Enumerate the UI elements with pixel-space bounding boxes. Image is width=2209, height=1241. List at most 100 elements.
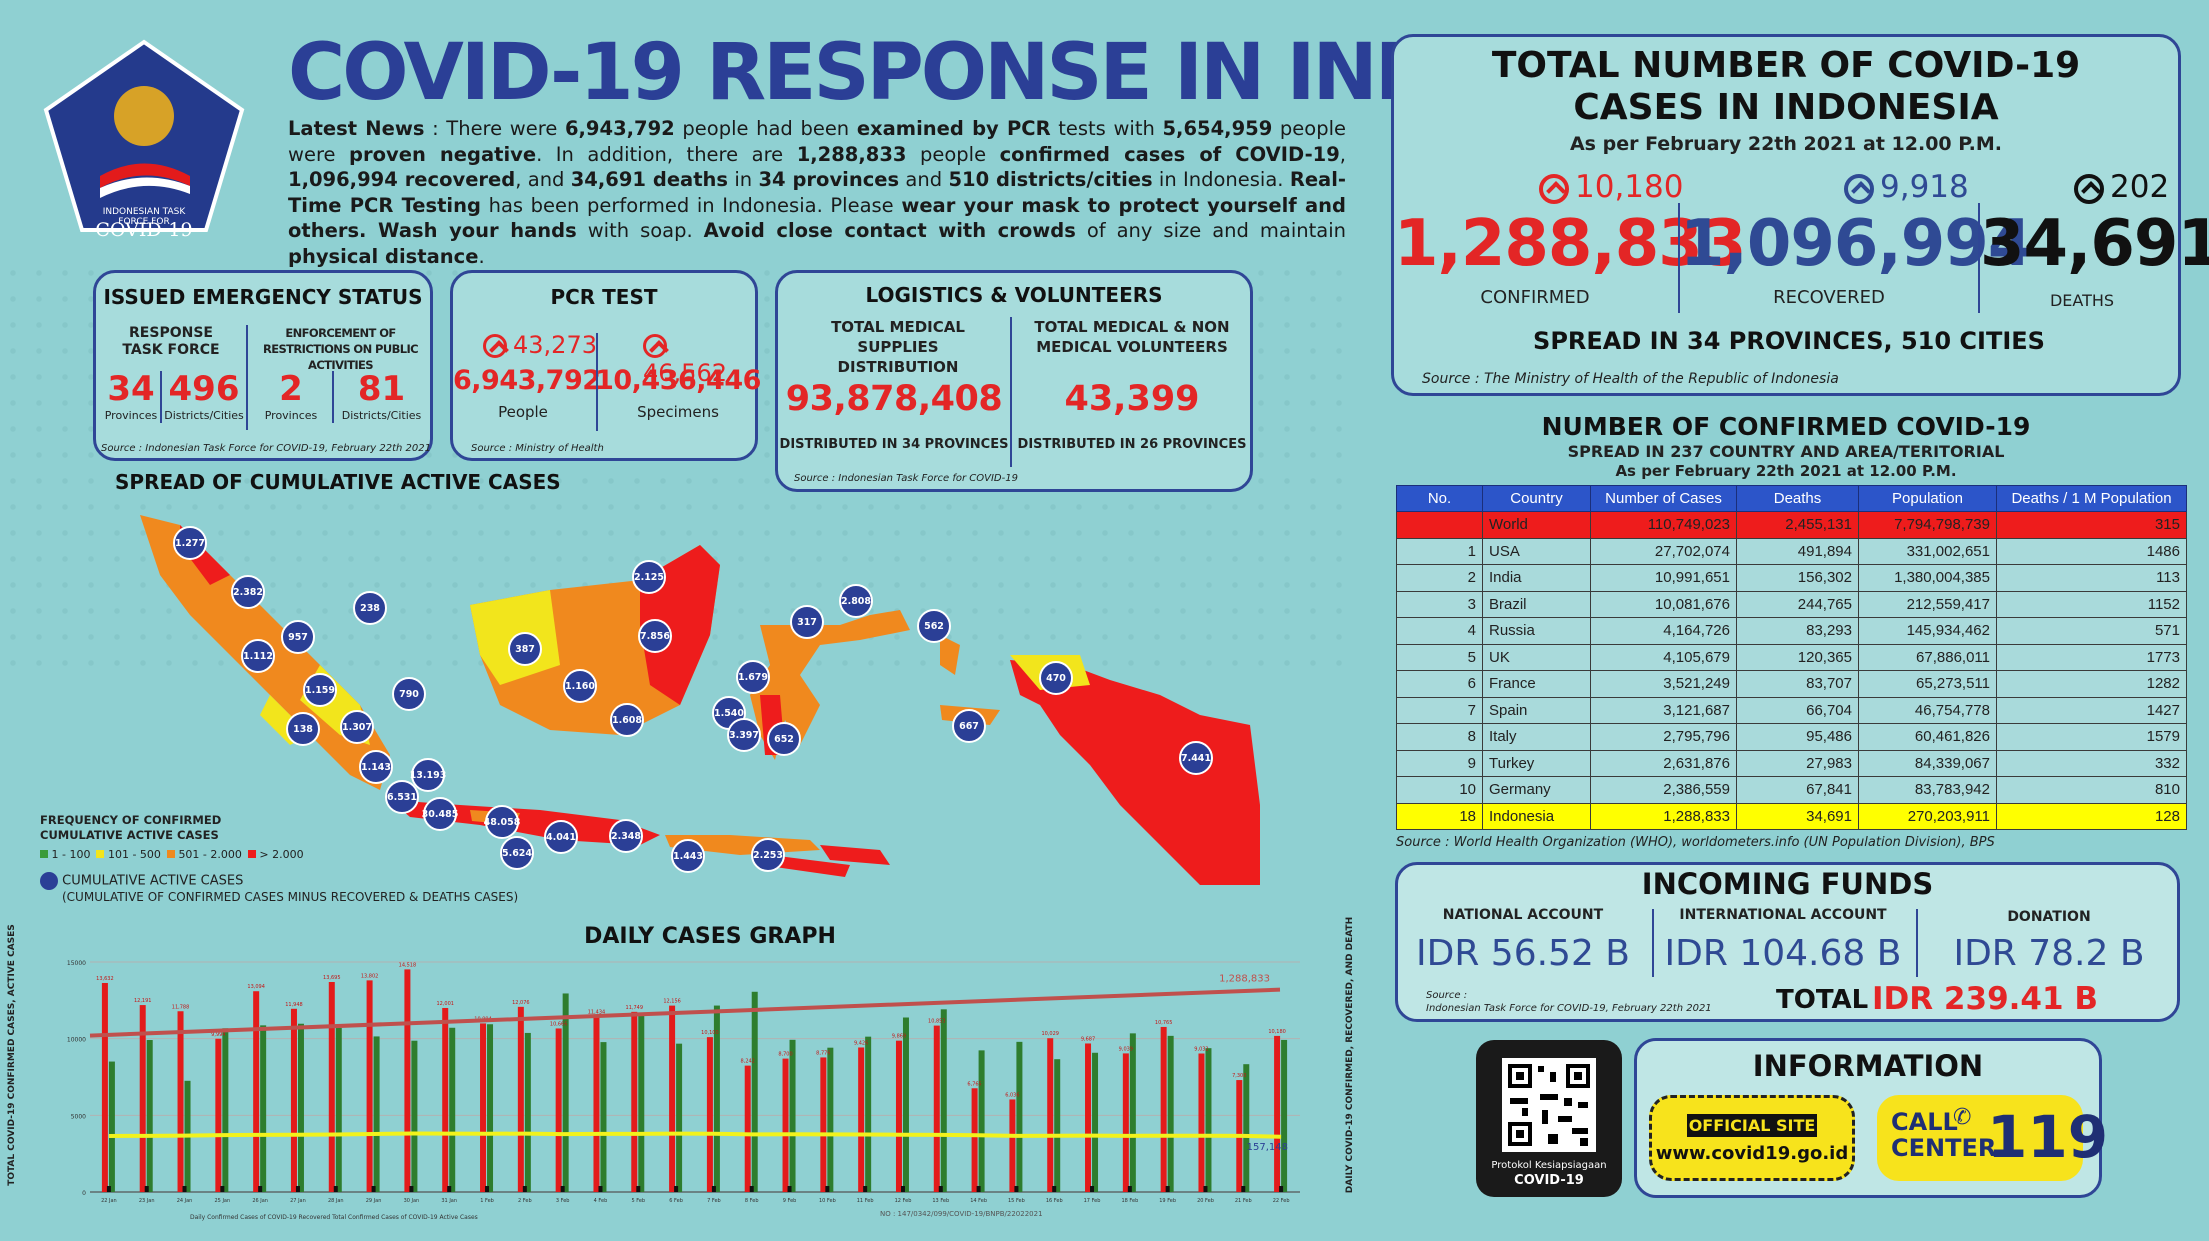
map-bubble: 3.397 (727, 718, 761, 752)
pcr-specimens-value: 10,436,446 (595, 365, 761, 396)
map-bubble: 1.160 (563, 669, 597, 703)
table-cell-no: 7 (1396, 696, 1483, 724)
x-tick-label: 31 Jan (441, 1198, 457, 1204)
table-cell-pop: 46,754,778 (1858, 696, 1997, 724)
map-bubble: 1.307 (340, 710, 374, 744)
table-cell-dpm: 315 (1996, 511, 2187, 539)
phone-icon: ✆ (1953, 1105, 1972, 1130)
bar-deaths (900, 1186, 905, 1192)
bar-confirmed (215, 1038, 222, 1192)
svg-text:FORCE FOR: FORCE FOR (118, 217, 169, 227)
table-cell-country: France (1482, 670, 1591, 698)
x-tick-label: 15 Feb (1008, 1198, 1025, 1204)
table-cell-pop: 331,002,651 (1858, 537, 1997, 565)
bar-recovered (411, 1040, 418, 1192)
x-tick-label: 1 Feb (480, 1198, 494, 1204)
bar-confirmed (1047, 1038, 1054, 1192)
totals-panel: TOTAL NUMBER OF COVID-19 CASES IN INDONES… (1391, 34, 2209, 396)
bar-recovered (1129, 1033, 1136, 1192)
pcr-specimens-increase: 46,562 (643, 331, 755, 387)
legend-item-orange: 501 - 2.000 (166, 848, 242, 861)
x-tick-label: 8 Feb (745, 1198, 759, 1204)
table-cell-no: 9 (1396, 749, 1483, 777)
table-cell-cases: 3,121,687 (1590, 696, 1737, 724)
x-tick-label: 12 Feb (895, 1198, 912, 1204)
bar-confirmed (593, 1016, 600, 1192)
bar-confirmed (1009, 1099, 1016, 1192)
map-bubble: 1.608 (610, 703, 644, 737)
x-tick-label: 21 Feb (1235, 1198, 1252, 1204)
table-cell-pop: 145,934,462 (1858, 617, 1997, 645)
data-label-confirmed: 6,036 (1005, 1092, 1019, 1098)
map-bubble: 5.624 (500, 836, 534, 870)
call-center-button[interactable]: CALL CENTER ✆ 119 (1877, 1095, 2108, 1181)
data-label-confirmed: 10,765 (1155, 1020, 1173, 1026)
bar-recovered (940, 1009, 947, 1192)
table-cell-cases: 4,164,726 (1590, 617, 1737, 645)
bar-confirmed (555, 1028, 562, 1192)
table-cell-country: Brazil (1482, 590, 1591, 618)
x-tick-label: 3 Feb (556, 1198, 570, 1204)
increase-icon (1844, 173, 1874, 204)
bar-confirmed (1160, 1026, 1167, 1192)
table-cell-country: USA (1482, 537, 1591, 565)
map-bubble: 2.348 (609, 819, 643, 853)
recovered-value: 1,096,994 (1680, 207, 2032, 281)
pcr-source: Source : Ministry of Health (471, 443, 604, 454)
bar-deaths (106, 1186, 111, 1192)
data-label-confirmed: 8,700 (778, 1052, 792, 1058)
official-site-button[interactable]: OFFICIAL SITE www.covid19.go.id (1649, 1095, 1855, 1181)
bar-deaths (1241, 1186, 1246, 1192)
data-label-confirmed: 12,191 (134, 998, 152, 1004)
bar-recovered (222, 1028, 229, 1192)
data-label-confirmed: 10,180 (1268, 1029, 1286, 1035)
table-cell-dpm: 1152 (1996, 590, 2187, 618)
bar-recovered (1016, 1041, 1023, 1192)
bar-confirmed (328, 982, 335, 1192)
bar-deaths (787, 1186, 792, 1192)
bar-confirmed (290, 1008, 297, 1192)
bar-recovered (978, 1050, 985, 1192)
deaths-increase: 202 (2074, 169, 2169, 205)
qr-code-card[interactable]: Protokol Kesiapsiagaan COVID-19 (1476, 1040, 1622, 1197)
table-cell-cases: 10,991,651 (1590, 564, 1737, 592)
national-value: IDR 56.52 B (1416, 933, 1630, 974)
bar-recovered (260, 1025, 267, 1192)
restriction-cities-value: 81 (357, 369, 406, 409)
international-value: IDR 104.68 B (1664, 933, 1902, 974)
table-cell-country: Turkey (1482, 749, 1591, 777)
bar-recovered (827, 1047, 834, 1192)
daily-cases-chart: 0 5000 10000 15000 13,632 22 Jan 12,191 23 Jan 1… (50, 950, 1320, 1220)
emergency-status-panel: ISSUED EMERGENCY STATUS RESPONSE TASK FO… (93, 270, 433, 461)
qr-code (1502, 1058, 1596, 1152)
volunteers-value: 43,399 (1064, 379, 1200, 419)
table-cell-country: Spain (1482, 696, 1591, 724)
bar-deaths (749, 1186, 754, 1192)
table-row: 8 Italy 2,795,796 95,486 60,461,826 1579 (1396, 723, 2187, 751)
table-cell-country: UK (1482, 643, 1591, 671)
confirmed-label: CONFIRMED (1480, 287, 1590, 308)
map-bubble: 2.808 (839, 584, 873, 618)
world-table-title: NUMBER OF CONFIRMED COVID-19 (1541, 412, 2031, 441)
latest-news: Latest News : There were 6,943,792 peopl… (288, 116, 1346, 269)
x-tick-label: 9 Feb (783, 1198, 797, 1204)
map-bubble: 2.253 (751, 838, 785, 872)
bar-confirmed (366, 980, 373, 1192)
map-bubble: 317 (790, 605, 824, 639)
map-bubble: 138 (286, 712, 320, 746)
logo-covid-label: COVID-19 (95, 219, 193, 241)
table-cell-dpm: 571 (1996, 617, 2187, 645)
table-cell-no: 10 (1396, 776, 1483, 804)
label-provinces-2: Provinces (264, 409, 318, 422)
supplies-note: DISTRIBUTED IN 34 PROVINCES (779, 437, 1009, 452)
world-table-date: As per February 22th 2021 at 12.00 P.M. (1615, 462, 1957, 480)
table-cell-cases: 3,521,249 (1590, 670, 1737, 698)
funds-panel: INCOMING FUNDS NATIONAL ACCOUNT INTERNAT… (1395, 862, 2180, 1022)
news-body: : There were 6,943,792 people had been e… (288, 117, 1347, 268)
donation-value: IDR 78.2 B (1953, 933, 2145, 974)
bar-deaths (1165, 1186, 1170, 1192)
bar-confirmed (1274, 1035, 1281, 1192)
map-bubble: 13.193 (410, 758, 446, 792)
map-bubble: 4.041 (544, 820, 578, 854)
map-title: SPREAD OF CUMULATIVE ACTIVE CASES (115, 470, 561, 494)
